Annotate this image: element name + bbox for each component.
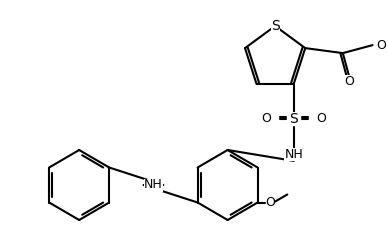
Text: O: O bbox=[265, 196, 275, 209]
Text: O: O bbox=[317, 112, 326, 126]
Text: O: O bbox=[344, 74, 354, 88]
Text: S: S bbox=[289, 112, 298, 126]
Text: NH: NH bbox=[284, 148, 303, 162]
Text: O: O bbox=[376, 38, 386, 52]
Text: O: O bbox=[261, 112, 271, 126]
Text: S: S bbox=[271, 19, 279, 33]
Text: NH: NH bbox=[144, 178, 163, 192]
